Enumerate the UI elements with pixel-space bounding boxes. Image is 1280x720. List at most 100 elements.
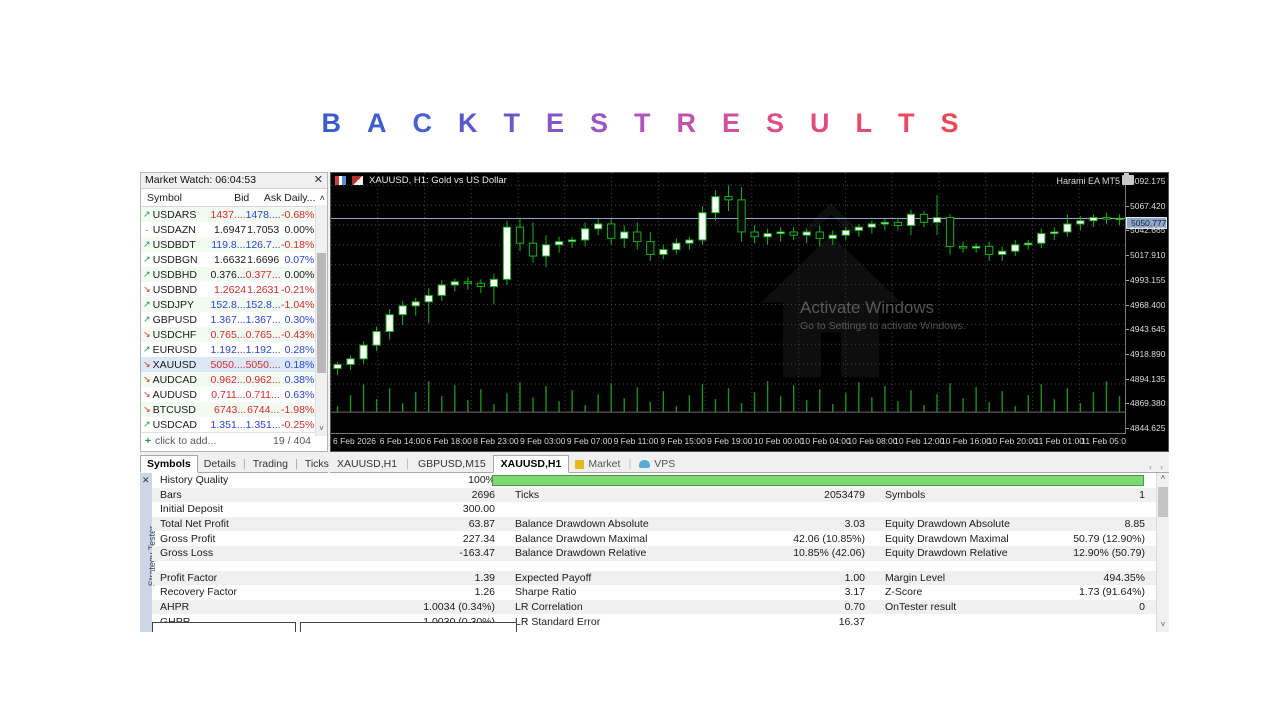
trend-arrow-icon: ↗ <box>143 344 151 354</box>
chart-plot-area[interactable] <box>331 173 1127 434</box>
bid-value: 152.8... <box>210 298 246 311</box>
market-watch-column-headers: Symbol Bid Ask Daily... ˄ <box>141 189 327 207</box>
tab-symbols[interactable]: Symbols <box>140 455 198 473</box>
daily-change-value: 0.00% <box>284 223 315 236</box>
backtest-tab[interactable] <box>300 622 517 632</box>
scroll-down-icon[interactable]: ˅ <box>1160 620 1166 629</box>
chart-tab[interactable]: XAUUSD,H1 <box>337 458 398 470</box>
metric-label: Equity Drawdown Maximal <box>885 532 1009 545</box>
market-watch-row[interactable]: ↘ BTCUSD 6743... 6744... -1.98% <box>141 402 327 417</box>
price-tick-label: 5067.420 <box>1130 200 1166 211</box>
symbol-name: EURUSD <box>152 343 197 356</box>
price-tick-label: 4943.645 <box>1130 324 1166 335</box>
scroll-up-icon[interactable]: ˄ <box>1160 473 1166 482</box>
ask-value: 0.711... <box>245 388 280 401</box>
tab-details[interactable]: Details <box>203 458 236 470</box>
metric-value: 1.0034 (0.34%) <box>423 601 495 614</box>
market-watch-row[interactable]: ↘ AUDCAD 0.962... 0.962... 0.38% <box>141 372 327 387</box>
market-watch-row[interactable]: ↗ EURUSD 1.192... 1.192... 0.28% <box>141 342 327 357</box>
symbol-name: USDAZN <box>152 223 196 236</box>
market-watch-row[interactable]: ↗ USDJPY 152.8... 152.8... -1.04% <box>141 297 327 312</box>
vps-tab[interactable]: VPS <box>633 456 681 472</box>
symbol-name: USDBDT <box>152 238 196 251</box>
market-watch-row[interactable]: ↘ XAUUSD 5050.... 5050.... 0.18% <box>141 357 327 372</box>
strategy-tester-scrollbar[interactable]: ˄ ˅ <box>1156 473 1169 632</box>
price-tick-mark <box>1126 403 1129 405</box>
overview-tab[interactable] <box>152 622 297 632</box>
time-axis[interactable]: 6 Feb 2026 6 Feb 14:00 6 Feb 18:00 8 Feb 23… <box>331 433 1131 451</box>
market-watch-titlebar: Market Watch: 06:04:53 ✕ <box>141 173 327 189</box>
column-header-symbol[interactable]: Symbol <box>147 191 183 204</box>
title-letter: A <box>366 108 387 138</box>
nav-prev-icon[interactable]: ‹ <box>1149 462 1152 472</box>
time-tick-label: 6 Feb 2026 <box>333 436 377 446</box>
bid-value: 1.351... <box>210 418 246 431</box>
expert-advisor-icon <box>1122 173 1134 185</box>
symbol-name: USDCAD <box>152 418 197 431</box>
daily-change-value: 0.28% <box>284 343 315 356</box>
trend-arrow-icon: ↗ <box>143 254 151 264</box>
time-tick-label: 9 Feb 19:00 <box>707 436 753 446</box>
metric-label: Ticks <box>515 488 540 501</box>
symbol-name: BTCUSD <box>152 403 196 416</box>
trend-arrow-icon: ↗ <box>143 269 151 279</box>
title-letter: S <box>589 108 608 138</box>
metric-value: 12.90% (50.79) <box>1073 547 1145 560</box>
market-watch-panel: Market Watch: 06:04:53 ✕ Symbol Bid Ask … <box>140 172 328 452</box>
sort-caret-icon[interactable]: ˄ <box>319 192 325 203</box>
metric-label: OnTester result <box>885 601 957 614</box>
market-watch-add-row[interactable]: + click to add... 19 / 404 <box>141 432 327 449</box>
market-watch-symbol-list: ↗ USDARS 1437.... 1478.... -0.68% · USDAZN 1.69… <box>141 207 327 432</box>
market-tab[interactable]: Market <box>569 456 626 472</box>
result-row: Initial Deposit 300.00 <box>152 502 1157 517</box>
column-header-bid[interactable]: Bid <box>234 191 250 204</box>
market-watch-row[interactable]: ↗ USDARS 1437.... 1478.... -0.68% <box>141 207 327 222</box>
daily-change-value: 0.30% <box>284 313 315 326</box>
metric-label: Balance Drawdown Absolute <box>515 518 649 531</box>
tab-trading[interactable]: Trading <box>252 458 288 470</box>
cloud-icon <box>639 460 651 468</box>
time-tick-label: 9 Feb 11:00 <box>613 436 659 446</box>
bid-value: 0.962... <box>210 373 246 386</box>
close-icon[interactable]: ✕ <box>313 174 323 186</box>
market-watch-row[interactable]: ↗ USDBHD 0.376... 0.377... 0.00% <box>141 267 327 282</box>
scrollbar-thumb[interactable] <box>317 253 326 373</box>
market-watch-row[interactable]: ↗ GBPUSD 1.367... 1.367... 0.30% <box>141 312 327 327</box>
price-chart[interactable]: XAUUSD, H1: Gold vs US Dollar Harami EA … <box>330 172 1169 452</box>
close-icon[interactable]: ✕ <box>142 475 150 485</box>
market-watch-scrollbar[interactable]: ˅ <box>315 205 327 436</box>
ask-value: 5050.... <box>245 358 281 371</box>
chart-tab[interactable]: XAUUSD,H1 <box>492 455 570 473</box>
result-row: Bars 2696 Ticks 2053479 Symbols 1 <box>152 487 1157 503</box>
metric-label: Balance Drawdown Relative <box>515 547 647 560</box>
scrollbar-thumb[interactable] <box>1158 487 1168 517</box>
price-tick-label: 4844.625 <box>1130 423 1166 433</box>
scroll-down-icon[interactable]: ˅ <box>319 424 324 433</box>
title-letter: T <box>503 108 520 138</box>
metric-value: 2053479 <box>824 488 865 501</box>
column-header-daily[interactable]: Daily... <box>284 191 316 204</box>
price-axis[interactable]: 5050.777 5092.175 5067.420 5042.665 5017.91… <box>1125 173 1168 434</box>
column-header-ask[interactable]: Ask <box>263 191 282 204</box>
market-watch-row[interactable]: ↘ AUDUSD 0.711... 0.711... 0.63% <box>141 387 327 402</box>
market-label: Market <box>588 458 621 470</box>
market-watch-row[interactable]: ↗ USDBGN 1.6632 1.6696 0.07% <box>141 252 327 267</box>
metric-label: Balance Drawdown Maximal <box>515 532 648 545</box>
tab-ticks[interactable]: Ticks <box>304 458 329 470</box>
chart-tab[interactable]: GBPUSD,M15 <box>417 458 486 470</box>
title-letter: L <box>855 108 873 138</box>
nav-next-icon[interactable]: › <box>1160 462 1163 472</box>
market-watch-row[interactable]: ↘ USDBND 1.2624 1.2631 -0.21% <box>141 282 327 297</box>
daily-change-value: -0.25% <box>281 418 315 431</box>
ask-value: 1.7053 <box>247 223 280 236</box>
market-watch-row[interactable]: ↗ USDCAD 1.351... 1.351... -0.25% <box>141 417 327 432</box>
result-row: Recovery Factor 1.26 Sharpe Ratio 3.17 Z-Sco… <box>152 585 1157 600</box>
market-watch-row[interactable]: · USDAZN 1.6947 1.7053 0.00% <box>141 222 327 237</box>
ask-value: 126.7... <box>245 238 281 251</box>
market-watch-row[interactable]: ↘ USDCHF 0.765... 0.765... -0.43% <box>141 327 327 342</box>
metric-label: Equity Drawdown Absolute <box>885 518 1010 531</box>
trend-arrow-icon: ↗ <box>143 314 151 324</box>
ask-value: 1.367... <box>245 313 281 326</box>
market-watch-row[interactable]: ↗ USDBDT 119.8... 126.7... -0.18% <box>141 237 327 252</box>
